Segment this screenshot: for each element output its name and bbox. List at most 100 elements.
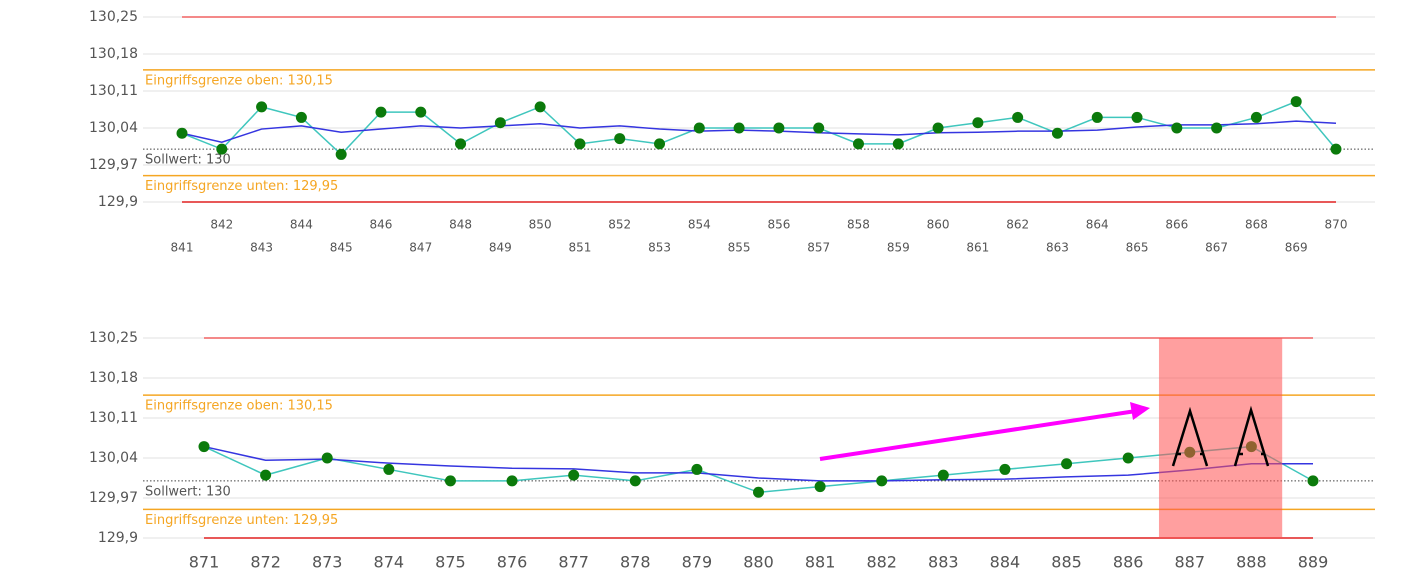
x-tick-label: 866	[1165, 218, 1188, 232]
data-point	[506, 475, 518, 487]
trend-arrow-head	[1130, 402, 1150, 420]
reference-label: Eingriffsgrenze oben: 130,15	[145, 399, 333, 414]
data-point	[1131, 111, 1143, 123]
x-tick-label: 870	[1325, 218, 1348, 232]
x-tick-label: 887	[1175, 553, 1206, 572]
data-point	[1061, 458, 1073, 470]
trend-arrow	[819, 409, 1137, 461]
x-tick-label: 849	[489, 241, 512, 255]
data-point	[321, 452, 333, 464]
data-point	[876, 475, 888, 487]
data-point	[534, 101, 546, 113]
hand-mark	[1233, 405, 1270, 467]
x-tick-label: 861	[966, 241, 989, 255]
y-tick-label: 130,04	[89, 450, 138, 466]
data-point	[1211, 122, 1223, 134]
data-point	[568, 469, 580, 481]
data-point	[198, 441, 210, 453]
hand-mark	[1171, 406, 1209, 467]
x-tick-label: 841	[171, 241, 194, 255]
x-tick-label: 886	[1113, 553, 1144, 572]
x-tick-label: 845	[330, 241, 353, 255]
reference-label: Eingriffsgrenze unten: 129,95	[145, 513, 338, 528]
y-tick-label: 129,9	[98, 194, 138, 210]
x-tick-label: 844	[290, 218, 313, 232]
x-tick-label: 873	[312, 553, 343, 572]
x-tick-label: 852	[608, 218, 631, 232]
chart-top: 130,25 130,18 130,11 130,04 129,97 129,9 Eingr…	[89, 9, 1375, 255]
x-tick-label: 847	[409, 241, 432, 255]
data-point	[892, 138, 904, 150]
x-tick-label: 850	[529, 218, 552, 232]
x-tick-label: 879	[682, 553, 713, 572]
x-tick-label: 863	[1046, 241, 1069, 255]
x-tick-label: 876	[497, 553, 528, 572]
x-tick-label: 872	[250, 553, 281, 572]
data-point	[335, 148, 347, 160]
data-point	[1171, 122, 1183, 134]
annotations	[819, 402, 1270, 467]
x-tick-label: 864	[1086, 218, 1109, 232]
x-tick-label: 888	[1236, 553, 1267, 572]
data-point	[654, 138, 666, 150]
reference-label: Sollwert: 130	[145, 153, 231, 168]
data-point	[1091, 111, 1103, 123]
x-tick-label: 862	[1006, 218, 1029, 232]
data-point	[415, 106, 427, 118]
x-tick-label: 846	[370, 218, 393, 232]
x-tick-label: 877	[558, 553, 589, 572]
data-point	[693, 122, 705, 134]
x-tick-label: 882	[866, 553, 897, 572]
x-tick-label: 869	[1285, 241, 1308, 255]
x-tick-label: 881	[805, 553, 836, 572]
y-tick-label: 129,97	[89, 490, 138, 506]
series-line	[181, 120, 1337, 144]
x-tick-label: 853	[648, 241, 671, 255]
x-tick-label: 871	[189, 553, 220, 572]
data-point	[1330, 143, 1342, 155]
data-point	[753, 486, 764, 498]
data-point	[295, 111, 307, 123]
x-tick-label: 842	[210, 218, 233, 232]
x-tick-label: 875	[435, 553, 466, 572]
x-tick-label: 889	[1298, 553, 1329, 572]
x-tick-label: 865	[1126, 241, 1149, 255]
data-point	[733, 122, 745, 134]
data-point	[375, 106, 387, 118]
data-point	[629, 475, 641, 487]
data-point	[813, 122, 825, 134]
data-point	[1122, 452, 1134, 464]
x-tick-label: 856	[767, 218, 790, 232]
data-point	[932, 122, 944, 134]
x-tick-label: 868	[1245, 218, 1268, 232]
data-point	[444, 475, 456, 487]
x-tick-label: 883	[928, 553, 959, 572]
chart-bottom: 130,25 130,18 130,11 130,04 129,97 129,9 Eingr…	[89, 330, 1375, 572]
y-tick-label: 130,18	[89, 46, 138, 62]
reference-label: Sollwert: 130	[145, 484, 231, 499]
x-tick-label: 885	[1051, 553, 1082, 572]
data-point	[691, 463, 703, 475]
data-point	[574, 138, 586, 150]
y-tick-label: 130,18	[89, 370, 138, 386]
x-tick-label: 858	[847, 218, 870, 232]
x-tick-label: 859	[887, 241, 910, 255]
data-point	[216, 143, 228, 155]
data-point	[1307, 475, 1319, 487]
data-point	[852, 138, 864, 150]
series-line	[203, 445, 1313, 482]
y-tick-label: 130,25	[89, 9, 138, 25]
x-tick-label: 880	[743, 553, 774, 572]
x-tick-label: 867	[1205, 241, 1228, 255]
data-point	[256, 101, 268, 113]
data-point	[972, 117, 984, 129]
y-tick-label: 130,11	[89, 410, 138, 426]
x-tick-label: 848	[449, 218, 472, 232]
series-line	[181, 100, 1337, 156]
series-line	[203, 445, 1314, 494]
data-point	[773, 122, 785, 134]
x-tick-label: 843	[250, 241, 273, 255]
y-tick-label: 129,97	[89, 157, 138, 173]
